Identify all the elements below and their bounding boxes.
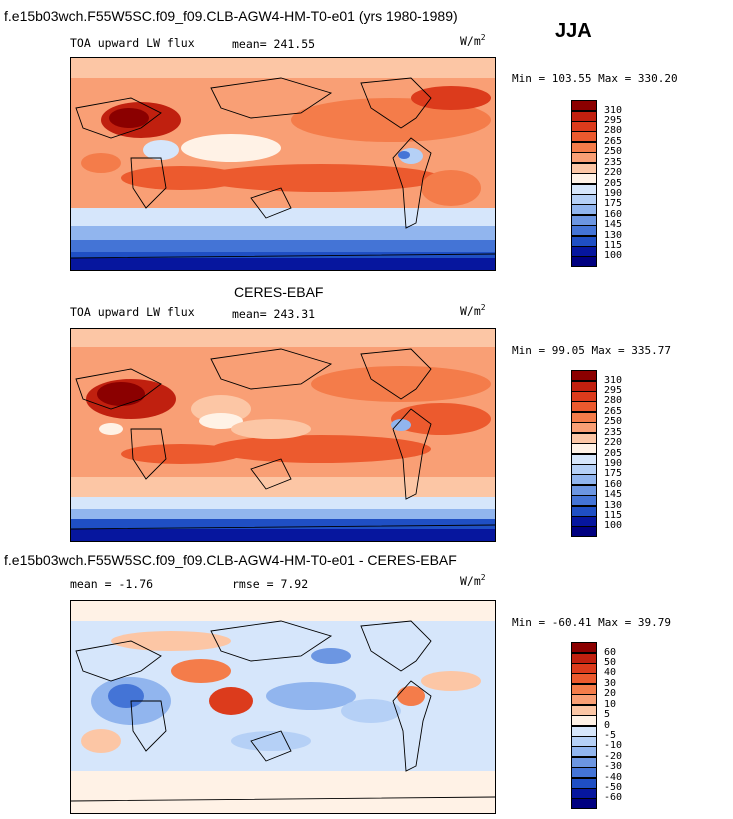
colorbar-label: 130 bbox=[604, 500, 623, 511]
colorbar-label: -20 bbox=[604, 751, 623, 762]
panel-2-minmax: Min = 99.05 Max = 335.77 bbox=[512, 344, 671, 357]
swatch bbox=[571, 204, 597, 215]
panel-1-colorbar: 310 295 280 265 250 235 220 205 190 175 … bbox=[571, 100, 631, 267]
swatch bbox=[571, 225, 597, 236]
panel-2-variable: TOA upward LW flux bbox=[70, 305, 195, 319]
panel-1-mean: mean= 241.55 bbox=[232, 37, 316, 51]
colorbar-label: 145 bbox=[604, 219, 623, 230]
colorbar-label: 220 bbox=[604, 167, 623, 178]
panel-2-units: W/m2 bbox=[460, 303, 486, 318]
swatch bbox=[571, 495, 597, 506]
colorbar-label: 0 bbox=[604, 720, 611, 731]
colorbar-label: 220 bbox=[604, 437, 623, 448]
panel-1-minmax: Min = 103.55 Max = 330.20 bbox=[512, 72, 678, 85]
colorbar-label: 10 bbox=[604, 699, 617, 710]
colorbar-label: -60 bbox=[604, 792, 623, 803]
swatch bbox=[571, 715, 597, 726]
colorbar-label: 265 bbox=[604, 136, 623, 147]
swatch bbox=[571, 131, 597, 142]
colorbar-label: 205 bbox=[604, 178, 623, 189]
swatch bbox=[571, 256, 597, 267]
panel-3-rmse: rmse = 7.92 bbox=[232, 577, 309, 591]
colorbar-label: 280 bbox=[604, 395, 623, 406]
colorbar-label: -40 bbox=[604, 772, 623, 783]
colorbar-label: 100 bbox=[604, 250, 623, 261]
colorbar-label: 130 bbox=[604, 230, 623, 241]
colorbar-label: 145 bbox=[604, 489, 623, 500]
panel-3-title: f.e15b03wch.F55W5SC.f09_f09.CLB-AGW4-HM-… bbox=[4, 552, 457, 568]
season-label: JJA bbox=[555, 20, 592, 42]
colorbar-label: 310 bbox=[604, 105, 623, 116]
swatch bbox=[571, 443, 597, 454]
colorbar-label: 160 bbox=[604, 209, 623, 220]
panel-1-map bbox=[70, 57, 496, 271]
panel-2-title: CERES-EBAF bbox=[234, 284, 324, 300]
colorbar-label: 40 bbox=[604, 667, 617, 678]
panel-1-units: W/m2 bbox=[460, 33, 486, 48]
colorbar-label: -50 bbox=[604, 782, 623, 793]
colorbar-label: 115 bbox=[604, 510, 623, 521]
panel-1-variable: TOA upward LW flux bbox=[70, 36, 195, 50]
swatch bbox=[571, 526, 597, 537]
colorbar-label: 60 bbox=[604, 647, 617, 658]
colorbar-label: 295 bbox=[604, 385, 623, 396]
colorbar-label: 205 bbox=[604, 448, 623, 459]
swatch bbox=[571, 152, 597, 163]
colorbar-label: 310 bbox=[604, 375, 623, 386]
swatch bbox=[571, 370, 597, 381]
colorbar-label: 5 bbox=[604, 709, 611, 720]
panel-2-mean: mean= 243.31 bbox=[232, 307, 316, 321]
panel-2-map bbox=[70, 328, 496, 542]
swatch bbox=[571, 694, 597, 705]
colorbar-label: 190 bbox=[604, 458, 623, 469]
panel-3-map bbox=[70, 600, 496, 814]
colorbar-label: 160 bbox=[604, 479, 623, 490]
panel-3-mean: mean = -1.76 bbox=[70, 577, 154, 591]
colorbar-label: 20 bbox=[604, 688, 617, 699]
colorbar-label: 250 bbox=[604, 416, 623, 427]
colorbar-label: 250 bbox=[604, 146, 623, 157]
colorbar-label: 175 bbox=[604, 198, 623, 209]
colorbar-label: 190 bbox=[604, 188, 623, 199]
panel-3-minmax: Min = -60.41 Max = 39.79 bbox=[512, 616, 671, 629]
panel-3-colorbar: 60 50 40 30 20 10 5 0 -5 -10 -20 -30 -40… bbox=[571, 642, 631, 809]
colorbar-label: -30 bbox=[604, 761, 623, 772]
swatch bbox=[571, 173, 597, 184]
panel-3-units: W/m2 bbox=[460, 573, 486, 588]
colorbar-label: 100 bbox=[604, 520, 623, 531]
colorbar-label: 235 bbox=[604, 427, 623, 438]
colorbar-label: 265 bbox=[604, 406, 623, 417]
colorbar-label: 295 bbox=[604, 115, 623, 126]
colorbar-label: -5 bbox=[604, 730, 617, 741]
swatch bbox=[571, 673, 597, 684]
swatch bbox=[571, 401, 597, 412]
swatch bbox=[571, 798, 597, 809]
colorbar-label: 50 bbox=[604, 657, 617, 668]
colorbar-label: 235 bbox=[604, 157, 623, 168]
colorbar-label: -10 bbox=[604, 740, 623, 751]
figure-title: f.e15b03wch.F55W5SC.f09_f09.CLB-AGW4-HM-… bbox=[4, 8, 458, 24]
swatch bbox=[571, 767, 597, 778]
colorbar-label: 175 bbox=[604, 468, 623, 479]
swatch bbox=[571, 642, 597, 653]
colorbar-label: 30 bbox=[604, 678, 617, 689]
swatch bbox=[571, 100, 597, 111]
swatch bbox=[571, 474, 597, 485]
panel-2-colorbar: 310 295 280 265 250 235 220 205 190 175 … bbox=[571, 370, 631, 537]
colorbar-label: 280 bbox=[604, 125, 623, 136]
swatch bbox=[571, 422, 597, 433]
swatch bbox=[571, 746, 597, 757]
colorbar-label: 115 bbox=[604, 240, 623, 251]
